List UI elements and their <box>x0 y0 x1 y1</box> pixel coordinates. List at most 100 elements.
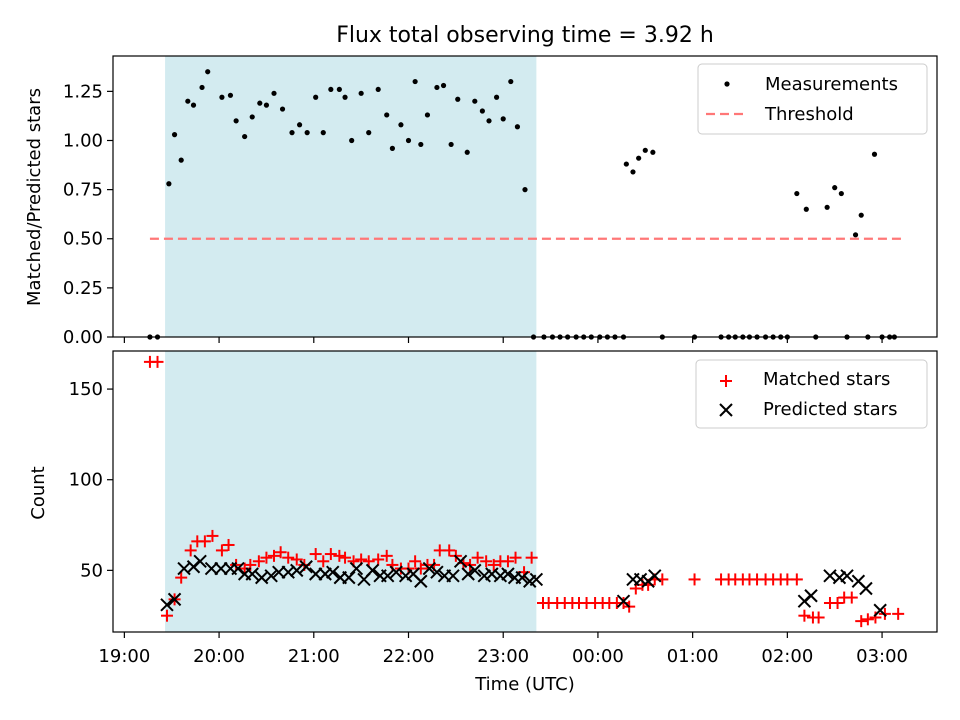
x-tick-label: 21:00 <box>288 646 340 667</box>
matched-star-point <box>855 615 868 628</box>
matched-star-point <box>282 551 295 564</box>
predicted-star-point <box>342 570 356 585</box>
matched-star-point <box>688 573 701 586</box>
matched-star-point <box>206 529 219 542</box>
matched-star-point <box>414 562 427 575</box>
bottom-legend: Matched stars Predicted stars <box>695 359 928 429</box>
matched-star-point <box>480 555 493 568</box>
matched-star-point <box>339 551 352 564</box>
measurement-point <box>249 114 255 120</box>
top-x-ticks <box>123 337 883 343</box>
predicted-star-point <box>204 561 219 576</box>
measurement-point <box>304 130 310 136</box>
predicted-star-point <box>840 569 854 583</box>
matched-star-point <box>869 611 882 624</box>
measurement-point <box>227 92 234 98</box>
y-tick-label: 0.75 <box>63 180 103 201</box>
measurement-point <box>838 190 844 197</box>
matched-star-point <box>509 551 522 564</box>
matched-star-point <box>443 544 456 557</box>
bottom-x-axis: 19:00 20:00 21:00 22:00 23:00 00:00 01:00 02:00… <box>98 632 908 667</box>
measurement-point <box>405 137 412 144</box>
matched-star-point <box>309 548 322 561</box>
measurement-point <box>178 157 184 163</box>
measurement-point <box>472 98 478 104</box>
measurement-point <box>313 94 319 100</box>
predicted-star-point <box>160 598 174 612</box>
legend-measurements-label: Measurements <box>765 74 898 95</box>
matched-star-point <box>845 591 858 604</box>
bottom-x-label: Time (UTC) <box>474 674 575 695</box>
predicted-star-point <box>422 561 437 576</box>
matched-star-point <box>151 355 164 368</box>
measurement-point <box>242 133 248 140</box>
matched-star-point <box>790 573 803 586</box>
predicted-star-point <box>804 589 818 603</box>
predicted-star-point <box>461 567 475 581</box>
measurement-point <box>418 141 424 148</box>
bottom-panel: 50 100 150 19:00 20:00 21:00 22:00 23:00 00:00 0… <box>28 350 938 695</box>
matched-star-point <box>409 555 422 568</box>
y-tick-label: 150 <box>69 379 103 400</box>
chart-title: Flux total observing time = 3.92 h <box>336 23 714 48</box>
measurement-point <box>493 94 500 100</box>
y-tick-label: 1.25 <box>63 81 103 102</box>
matched-star-point <box>222 538 235 551</box>
predicted-star-point <box>245 567 259 581</box>
legend-predicted-label: Predicted stars <box>763 399 897 420</box>
predicted-star-point <box>380 569 395 583</box>
matched-star-point <box>333 549 346 562</box>
top-panel: 0.00 0.25 0.50 0.75 1.00 1.25 Matched/Predict… <box>24 55 938 348</box>
matched-stars-series <box>143 355 905 628</box>
matched-star-point <box>290 553 303 566</box>
matched-star-point <box>230 558 243 571</box>
measurement-point <box>794 190 800 197</box>
top-y-label: Matched/Predicted stars <box>24 88 45 306</box>
matched-star-point <box>525 551 538 564</box>
predicted-star-point <box>272 565 286 579</box>
legend-predicted-marker <box>719 403 733 417</box>
measurement-point <box>398 122 404 128</box>
matched-star-point <box>324 548 337 561</box>
matched-star-point <box>268 549 281 562</box>
measurement-point <box>366 130 372 136</box>
predicted-star-point <box>214 561 228 576</box>
measurement-point <box>424 112 431 118</box>
matched-star-point <box>380 549 393 562</box>
measurement-point <box>199 84 205 91</box>
measurement-point <box>166 181 172 187</box>
measurement-point <box>636 155 642 161</box>
bottom-y-axis: 50 100 150 <box>69 379 113 581</box>
matched-star-point <box>812 611 825 624</box>
bottom-legend-box <box>695 359 928 429</box>
measurement-point <box>464 149 470 155</box>
bottom-y-label: Count <box>28 466 49 519</box>
x-tick-label: 01:00 <box>667 646 719 667</box>
measurement-point <box>358 90 364 96</box>
measurement-point <box>328 86 334 93</box>
measurement-point <box>296 122 303 128</box>
x-tick-label: 20:00 <box>193 646 245 667</box>
measurement-point <box>233 118 239 124</box>
measurement-point <box>171 132 178 138</box>
predicted-star-point <box>389 565 403 579</box>
measurement-point <box>205 69 211 75</box>
predicted-star-point <box>468 563 482 578</box>
measurement-point <box>455 96 461 102</box>
x-tick-label: 03:00 <box>856 646 908 667</box>
measurement-point <box>336 86 342 93</box>
measurement-point <box>434 84 440 91</box>
x-tick-label: 02:00 <box>761 646 813 667</box>
measurement-point <box>263 102 270 108</box>
bottom-shaded-interval <box>165 351 537 632</box>
measurement-point <box>479 108 485 114</box>
matched-star-point <box>831 596 844 609</box>
measurement-point <box>803 206 809 212</box>
predicted-star-point <box>453 554 468 569</box>
measurement-point <box>642 147 648 153</box>
predicted-star-point <box>326 565 340 579</box>
top-legend: Measurements Threshold <box>697 63 928 135</box>
matched-star-point <box>175 571 188 584</box>
top-legend-box <box>697 63 928 135</box>
